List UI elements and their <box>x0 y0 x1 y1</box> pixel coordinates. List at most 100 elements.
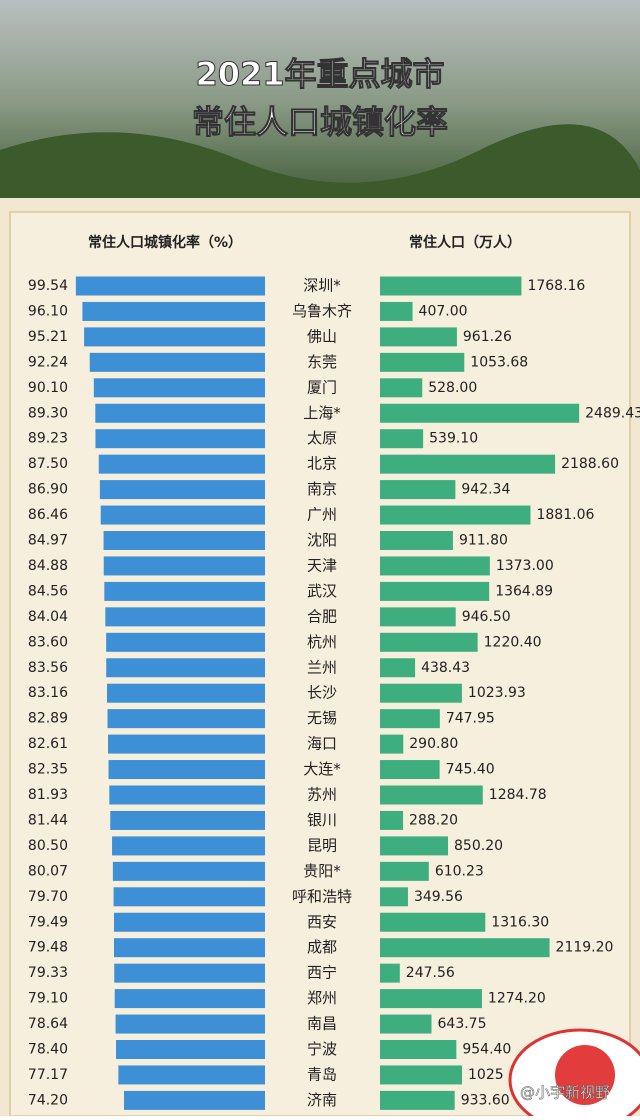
bar <box>380 760 440 780</box>
bar <box>380 454 556 474</box>
bar <box>380 505 531 525</box>
value-label: 81.93 <box>28 787 68 803</box>
bar <box>84 327 265 347</box>
value-label: 1025 <box>468 1067 504 1083</box>
value-label: 961.26 <box>463 329 512 345</box>
value-label: 78.40 <box>28 1042 68 1058</box>
value-label: 79.48 <box>28 940 68 956</box>
value-label: 1881.06 <box>536 507 594 523</box>
city-label: 太原 <box>307 429 337 447</box>
bar <box>380 938 550 958</box>
value-label: 82.89 <box>28 711 68 727</box>
city-label: 贵阳* <box>303 862 341 880</box>
value-label: 1274.20 <box>488 991 546 1007</box>
bar <box>114 989 266 1009</box>
value-label: 745.40 <box>446 762 495 778</box>
city-label: 无锡 <box>307 709 337 727</box>
city-label: 西安 <box>307 913 337 931</box>
city-label: 宁波 <box>307 1040 337 1058</box>
bar <box>380 531 453 550</box>
bar <box>380 810 404 830</box>
bar <box>113 912 266 932</box>
value-label: 79.70 <box>28 889 68 905</box>
bar <box>116 1040 265 1059</box>
city-label: 银川 <box>307 811 337 829</box>
value-label: 933.60 <box>461 1092 510 1108</box>
bar <box>100 505 265 525</box>
bar <box>380 963 400 983</box>
bar <box>118 1065 265 1085</box>
bar <box>106 632 265 652</box>
value-label: 79.49 <box>28 914 68 930</box>
value-label: 84.56 <box>28 583 68 599</box>
bar <box>93 378 265 398</box>
city-label: 乌鲁木齐 <box>292 302 352 320</box>
bar <box>106 683 265 703</box>
bar <box>380 429 424 449</box>
value-label: 290.80 <box>409 736 458 752</box>
value-label: 81.44 <box>28 812 68 828</box>
bar <box>75 276 266 296</box>
value-label: 84.04 <box>28 609 68 625</box>
value-label: 80.07 <box>28 863 68 879</box>
bar <box>124 1090 266 1110</box>
city-label: 海口 <box>307 735 337 753</box>
value-label: 86.90 <box>28 482 68 498</box>
city-label: 郑州 <box>307 989 337 1007</box>
bar <box>380 276 522 296</box>
bar <box>380 352 465 372</box>
bar <box>89 352 265 372</box>
city-label: 武汉 <box>307 582 337 600</box>
bar <box>108 734 265 754</box>
bar <box>380 556 490 576</box>
city-label: 深圳* <box>303 277 341 295</box>
city-label: 长沙 <box>307 684 337 702</box>
bar <box>113 938 265 958</box>
city-label: 苏州 <box>307 786 337 804</box>
city-label: 西宁 <box>307 964 337 982</box>
value-label: 83.60 <box>28 634 68 650</box>
bar <box>380 887 408 907</box>
mascot <box>508 1028 640 1120</box>
bar <box>109 785 265 805</box>
value-label: 349.56 <box>414 889 463 905</box>
city-label: 厦门 <box>307 378 337 396</box>
city-label: 成都 <box>307 938 337 956</box>
bar <box>104 581 265 601</box>
value-label: 86.46 <box>28 507 68 523</box>
hills <box>0 124 640 205</box>
bar <box>380 658 416 678</box>
value-label: 1364.89 <box>495 583 553 599</box>
value-label: 2119.20 <box>556 940 614 956</box>
value-label: 850.20 <box>454 838 503 854</box>
city-label: 东莞 <box>307 353 337 371</box>
value-label: 946.50 <box>462 609 511 625</box>
bar <box>380 836 449 856</box>
legend-left: 常住人口城镇化率（%） <box>88 234 242 251</box>
city-label: 合肥 <box>307 607 337 625</box>
value-label: 1768.16 <box>527 278 585 294</box>
value-label: 92.24 <box>28 354 68 370</box>
value-label: 95.21 <box>28 329 68 345</box>
city-label: 青岛 <box>307 1065 337 1083</box>
city-label: 北京 <box>307 455 337 473</box>
value-label: 83.16 <box>28 685 68 701</box>
value-label: 288.20 <box>409 812 458 828</box>
value-label: 89.23 <box>28 431 68 447</box>
bar <box>105 607 265 627</box>
bar <box>103 556 265 576</box>
city-label: 天津 <box>307 556 337 574</box>
city-label: 广州 <box>307 506 337 524</box>
bar <box>103 531 265 550</box>
value-label: 911.80 <box>459 533 508 549</box>
value-label: 1284.78 <box>489 787 547 803</box>
value-label: 1023.93 <box>468 685 526 701</box>
city-label: 兰州 <box>307 658 337 676</box>
value-label: 2188.60 <box>561 456 619 472</box>
value-label: 96.10 <box>28 303 68 319</box>
bar <box>380 709 440 729</box>
value-label: 84.97 <box>28 533 68 549</box>
bar <box>380 683 462 703</box>
value-label: 79.10 <box>28 991 68 1007</box>
